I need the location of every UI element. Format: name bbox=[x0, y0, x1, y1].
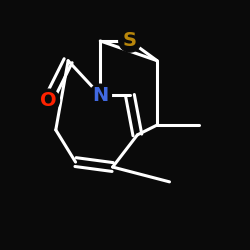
Circle shape bbox=[37, 89, 60, 112]
Text: S: S bbox=[123, 32, 137, 50]
Circle shape bbox=[89, 84, 112, 106]
Text: N: N bbox=[92, 86, 108, 105]
Text: O: O bbox=[40, 91, 57, 110]
Circle shape bbox=[119, 30, 141, 52]
